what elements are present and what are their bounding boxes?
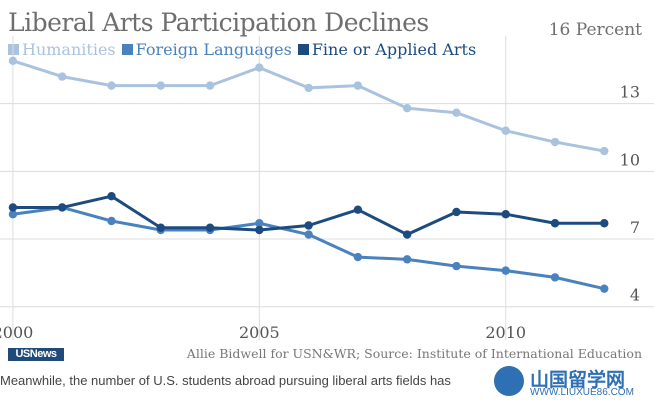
y-tick-label: 4: [630, 286, 640, 305]
data-point-2: [156, 223, 165, 232]
data-point-0: [501, 126, 510, 135]
data-point-0: [8, 56, 18, 66]
data-point-1: [501, 266, 510, 275]
y-unit-label: 16 Percent: [548, 20, 642, 40]
data-point-0: [58, 72, 67, 81]
data-point-2: [58, 203, 67, 212]
watermark-url: WWW.LIUXUE86.COM: [530, 387, 634, 398]
legend-swatch-humanities: [8, 44, 19, 55]
data-point-1: [304, 230, 313, 239]
data-point-0: [452, 108, 461, 117]
y-tick-label: 13: [620, 83, 640, 102]
data-point-2: [304, 221, 313, 230]
data-point-0: [550, 137, 560, 147]
legend-item-foreign-languages: Foreign Languages: [121, 40, 292, 59]
usnews-logo: USNews: [8, 348, 64, 361]
data-point-2: [255, 225, 264, 235]
y-tick-label: 10: [620, 150, 640, 169]
data-point-2: [107, 191, 116, 201]
data-point-0: [600, 146, 609, 156]
data-point-0: [304, 83, 313, 93]
data-point-2: [550, 219, 560, 228]
legend-item-fine-arts: Fine or Applied Arts: [297, 40, 477, 59]
data-point-2: [452, 207, 461, 217]
data-point-2: [8, 203, 18, 212]
data-point-0: [107, 81, 116, 90]
legend-item-humanities: Humanities: [8, 40, 116, 59]
data-point-1: [255, 219, 264, 228]
legend: Humanities Foreign Languages Fine or App…: [8, 40, 476, 59]
watermark-text: 山国留学网: [530, 370, 626, 391]
series-line-0: [12, 59, 605, 153]
data-point-2: [402, 230, 412, 239]
series-line-1: [12, 205, 605, 291]
data-point-0: [402, 103, 412, 113]
data-point-1: [8, 210, 18, 219]
x-tick-label: 2005: [239, 323, 280, 342]
article-caption: Meanwhile, the number of U.S. students a…: [0, 373, 451, 388]
data-point-1: [550, 273, 560, 282]
legend-label-foreign-languages: Foreign Languages: [135, 40, 292, 59]
watermark: 山国留学网 WWW.LIUXUE86.COM: [492, 364, 650, 402]
legend-label-fine-arts: Fine or Applied Arts: [311, 40, 477, 59]
legend-swatch-foreign-languages: [121, 44, 133, 55]
y-tick-label: 7: [630, 218, 640, 237]
data-point-0: [255, 63, 264, 72]
x-tick-label: 2000: [0, 323, 33, 342]
data-point-0: [156, 81, 165, 90]
data-point-1: [107, 216, 116, 226]
legend-label-humanities: Humanities: [22, 40, 116, 59]
data-point-2: [353, 205, 363, 214]
source-credit: Allie Bidwell for USN&WR; Source: Instit…: [186, 346, 642, 361]
data-point-0: [353, 81, 363, 90]
data-point-1: [353, 252, 363, 262]
data-point-1: [600, 284, 609, 293]
data-point-2: [501, 210, 510, 219]
data-point-0: [205, 81, 215, 90]
data-point-2: [600, 219, 609, 228]
data-point-2: [205, 223, 215, 232]
data-point-1: [452, 261, 461, 271]
legend-swatch-fine-arts: [297, 44, 309, 55]
watermark-badge-icon: [494, 366, 524, 396]
chart-title: Liberal Arts Participation Declines: [8, 8, 429, 37]
x-tick-label: 2010: [485, 323, 526, 342]
data-point-1: [402, 255, 412, 264]
